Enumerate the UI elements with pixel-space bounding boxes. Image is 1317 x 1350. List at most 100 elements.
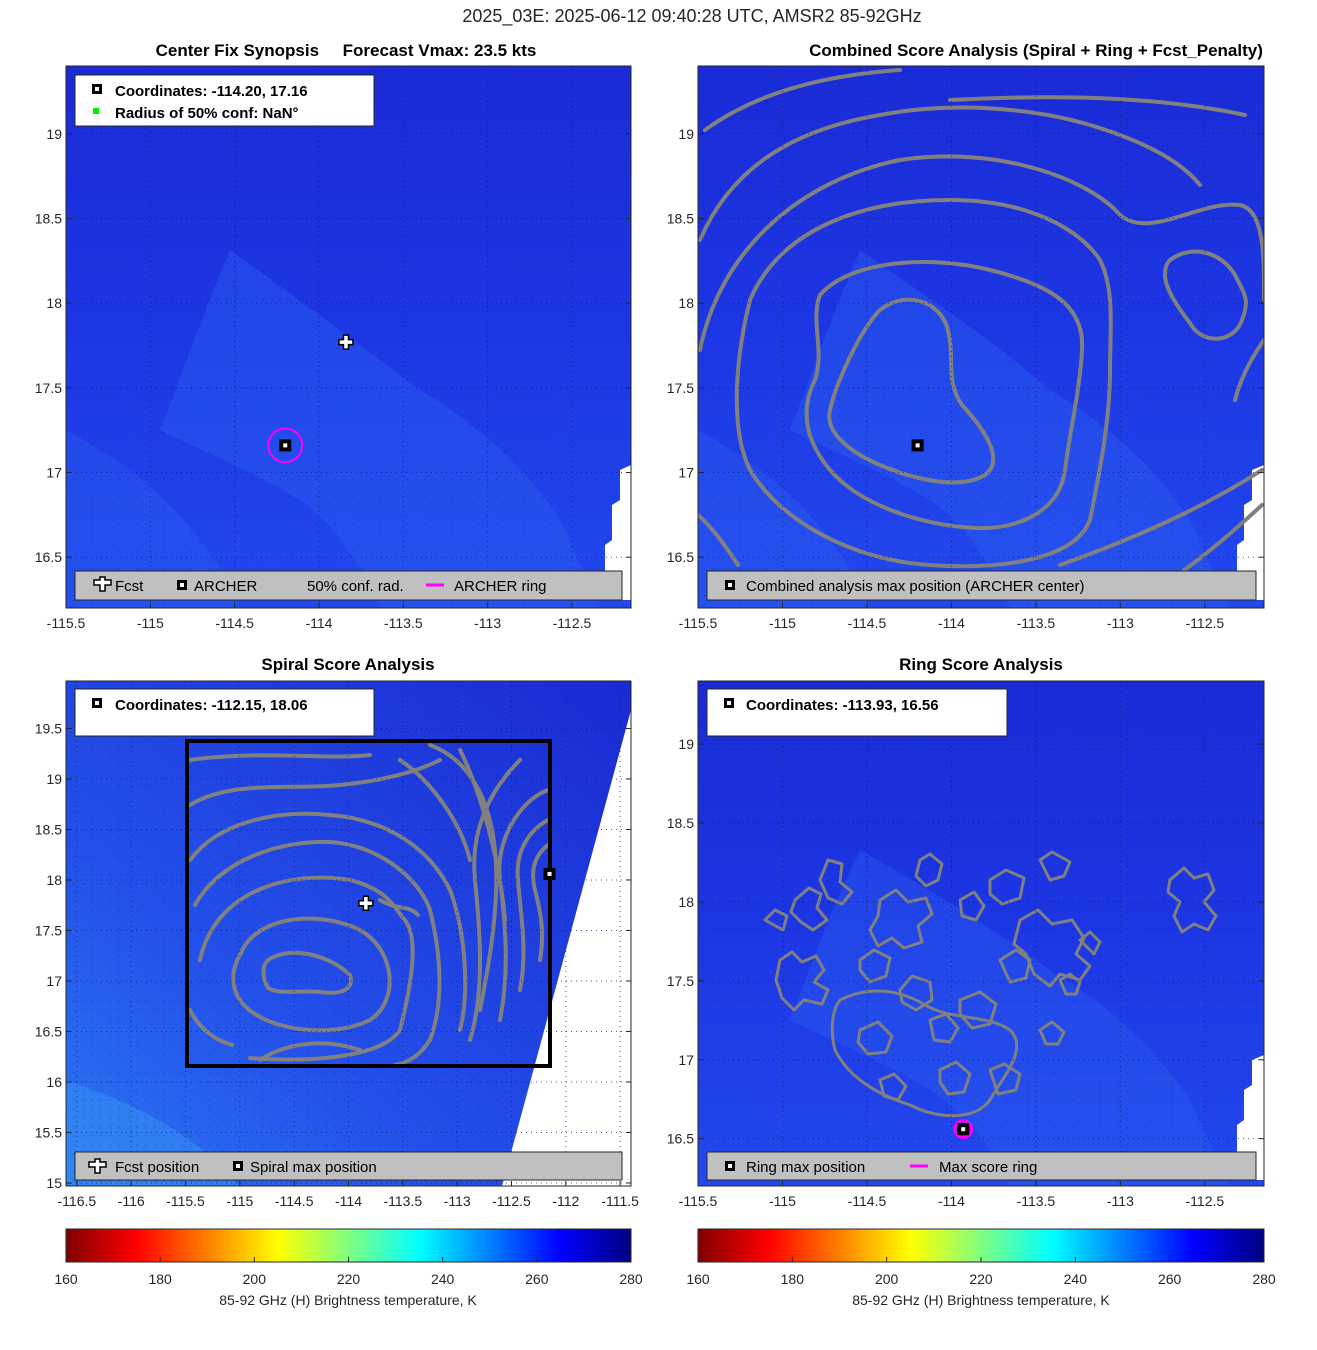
colorbar-ticks: 160 180 200 220 240 260 280 (686, 1257, 1276, 1287)
legend-archer-ring: ARCHER ring (454, 578, 547, 595)
colorbar-label: 85-92 GHz (H) Brightness temperature, K (852, 1292, 1110, 1308)
archer-ring (267, 427, 304, 464)
y-tick-label: 18.5 (667, 815, 694, 831)
colorbar-tick-label: 200 (875, 1271, 899, 1287)
x-tick-label: -114 (335, 1193, 362, 1209)
legend-ring-max: Ring max position (746, 1159, 865, 1176)
y-tick-label: 19 (678, 736, 694, 752)
info-box (74, 688, 375, 737)
markers-ring (953, 1119, 974, 1140)
panel-ring-score: Ring Score Analysis (667, 655, 1265, 1209)
x-tick-label: -112.5 (1186, 1193, 1225, 1209)
x-tick-label: -113 (474, 615, 501, 631)
spiral-contours (188, 743, 550, 1067)
colorbar-ticks: 160 180 200 220 240 260 280 (54, 1257, 643, 1287)
colorbar-tick-label: 180 (781, 1271, 805, 1287)
x-tick-label: -114.5 (215, 615, 254, 631)
panel-title-ring: Ring Score Analysis (899, 655, 1063, 674)
y-tick-label: 18 (46, 872, 62, 888)
coordinates-text: Coordinates: -112.15, 18.06 (115, 697, 308, 714)
axes-synopsis: -115.5 -115 -114.5 -114 -113.5 -113 -112.5 16.5… (35, 66, 631, 631)
x-tick-label: -112.5 (492, 1193, 531, 1209)
colorbar-tick-label: 260 (525, 1271, 549, 1287)
y-tick-label: 16.5 (667, 549, 694, 565)
x-tick-label: -113.5 (1017, 615, 1056, 631)
axes-spiral: -116.5 -116 -115.5 -115 -114.5 -114 -113.5 -113… (35, 681, 639, 1209)
colorbar-tick-label: 240 (431, 1271, 455, 1287)
info-box (706, 688, 1008, 737)
y-tick-label: 17.5 (667, 973, 694, 989)
axes-ring: -115.5 -115 -114.5 -114 -113.5 -113 -112.5 16.5… (667, 681, 1264, 1209)
colorbar-label: 85-92 GHz (H) Brightness temperature, K (219, 1292, 477, 1308)
panel-title-combined: Combined Score Analysis (Spiral + Ring +… (809, 41, 1263, 60)
no-data-swath (1237, 465, 1264, 600)
x-tick-label: -115 (226, 1193, 253, 1209)
colorbar-gradient (697, 1228, 1265, 1263)
x-tick-label: -114.5 (848, 615, 887, 631)
panel-title-synopsis: Center Fix Synopsis Forecast Vmax: 23.5 … (156, 41, 537, 60)
info-box (74, 74, 375, 127)
x-tick-label: -113 (444, 1193, 471, 1209)
x-tick-label: -116 (118, 1193, 145, 1209)
colorbar-tick-label: 220 (969, 1271, 993, 1287)
x-tick-label: -115 (769, 1193, 796, 1209)
legend-max-score-ring: Max score ring (939, 1159, 1037, 1176)
y-tick-label: 18.5 (667, 210, 694, 226)
colorbar-tick-label: 280 (619, 1271, 643, 1287)
x-tick-label: -115 (769, 615, 796, 631)
legend-box (706, 570, 1257, 601)
no-data-swath (1237, 1055, 1264, 1180)
y-tick-label: 16 (46, 1074, 62, 1090)
y-tick-label: 18.5 (35, 821, 62, 837)
markers-synopsis (267, 334, 354, 464)
x-tick-label: -113.5 (383, 1193, 422, 1209)
x-tick-label: -113.5 (384, 615, 423, 631)
colorbar-tick-label: 240 (1064, 1271, 1088, 1287)
colorbar-tick-label: 220 (337, 1271, 361, 1287)
y-tick-label: 17 (46, 973, 62, 989)
y-tick-label: 16.5 (35, 1023, 62, 1039)
x-tick-label: -112.5 (553, 615, 592, 631)
legend-fcst-position: Fcst position (115, 1159, 199, 1176)
fcst-marker (338, 334, 354, 350)
axes-combined: -115.5 -115 -114.5 -114 -113.5 -113 -112.5 16.5… (667, 66, 1264, 631)
no-data-swath (605, 465, 631, 600)
y-tick-label: 19 (46, 126, 62, 142)
fcst-marker (358, 895, 374, 911)
legend-conf-rad: 50% conf. rad. (307, 578, 404, 595)
figure-title: 2025_03E: 2025-06-12 09:40:28 UTC, AMSR2… (462, 6, 921, 27)
y-tick-label: 19 (46, 771, 62, 787)
legend-box (74, 1151, 623, 1181)
colorbar-tick-label: 160 (54, 1271, 78, 1287)
coordinates-text: Coordinates: -114.20, 17.16 (115, 83, 308, 100)
y-tick-label: 16.5 (35, 549, 62, 565)
x-tick-label: -115.5 (679, 615, 718, 631)
y-tick-label: 19.5 (35, 720, 62, 736)
combined-contours (698, 68, 1264, 582)
y-tick-label: 17.5 (35, 922, 62, 938)
y-tick-label: 18 (678, 295, 694, 311)
y-tick-label: 15 (46, 1175, 62, 1191)
panel-spiral-score: Spiral Score Analysis (35, 655, 639, 1209)
fcst-cross-icon (93, 576, 112, 592)
colorbar-tick-label: 200 (243, 1271, 267, 1287)
y-tick-label: 16.5 (667, 1131, 694, 1147)
legend-combined-max: Combined analysis max position (ARCHER c… (746, 578, 1084, 595)
fcst-cross-icon (88, 1158, 107, 1174)
colorbar-left: 160 180 200 220 240 260 280 85-92 GHz (H) Brig… (54, 1228, 643, 1308)
x-tick-label: -114 (938, 615, 965, 631)
colorbar-tick-label: 180 (148, 1271, 172, 1287)
x-tick-label: -113.5 (1017, 1193, 1056, 1209)
y-tick-label: 19 (678, 126, 694, 142)
legend-archer: ARCHER (194, 578, 258, 595)
ring-contours (763, 850, 1218, 1118)
legend-box (74, 570, 623, 601)
y-tick-label: 15.5 (35, 1124, 62, 1140)
panel-title-spiral: Spiral Score Analysis (261, 655, 434, 674)
x-tick-label: -114 (938, 1193, 965, 1209)
y-tick-label: 17.5 (35, 380, 62, 396)
x-tick-label: -114.5 (275, 1193, 314, 1209)
x-tick-label: -115.5 (679, 1193, 718, 1209)
markers-spiral (358, 867, 556, 911)
coordinates-text: Coordinates: -113.93, 16.56 (746, 697, 939, 714)
